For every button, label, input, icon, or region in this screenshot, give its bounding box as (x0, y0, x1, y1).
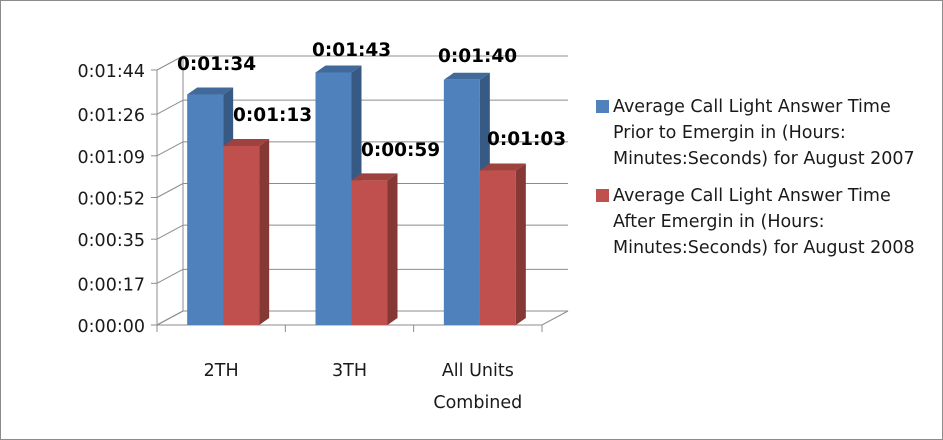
side-wall-gridline (156, 141, 184, 157)
y-tick-label: 0:00:00 (78, 317, 145, 337)
data-label: 0:01:13 (233, 105, 312, 126)
bar-front (479, 170, 516, 325)
y-tick-label: 0:01:09 (78, 148, 145, 168)
x-category-label-line: All Units (442, 361, 514, 381)
y-tick-label: 0:00:52 (78, 190, 145, 210)
bar-prior-2 (443, 72, 490, 325)
data-label: 0:01:03 (487, 129, 566, 150)
legend-entry-series-1: Average Call Light Answer Time Prior to … (596, 94, 936, 172)
x-category-label-line: 3TH (332, 361, 367, 381)
x-category-label: 2TH (204, 361, 239, 381)
bar-top (223, 139, 270, 147)
bar-front (223, 146, 260, 325)
y-tick-label: 0:00:35 (78, 231, 145, 251)
bar-front (351, 180, 388, 325)
side-wall-gridline (156, 268, 184, 284)
y-tick-label: 0:01:44 (78, 62, 145, 82)
bar-front (443, 79, 480, 325)
legend-label-series-1: Average Call Light Answer Time Prior to … (613, 97, 915, 169)
bar-side (259, 139, 270, 325)
x-category-label: All Units Combined (433, 361, 522, 413)
bar-after-1 (351, 173, 398, 325)
side-wall-gridline (156, 183, 184, 198)
y-tick-label: 0:01:26 (78, 106, 145, 126)
bar-top (315, 65, 362, 73)
bar-side (515, 163, 526, 325)
bar-top (479, 163, 526, 171)
legend-swatch-series-2 (596, 189, 609, 202)
data-label: 0:01:34 (177, 54, 256, 75)
x-category-label-line: 2TH (204, 361, 239, 381)
side-wall-gridline (156, 99, 184, 115)
data-label: 0:01:43 (312, 40, 391, 61)
legend-label-series-2: Average Call Light Answer Time After Eme… (613, 186, 915, 258)
legend-swatch-series-1 (596, 100, 609, 113)
bar-front (187, 94, 224, 326)
bar-after-0 (223, 139, 270, 325)
data-label: 0:00:59 (361, 140, 440, 161)
x-category-label: 3TH (332, 361, 367, 381)
data-label: 0:01:40 (438, 46, 517, 67)
bar-top (443, 72, 490, 80)
bar-front (315, 72, 352, 325)
bar-top (187, 87, 234, 95)
legend: Average Call Light Answer Time Prior to … (596, 94, 936, 272)
x-category-label-line: Combined (433, 393, 522, 413)
bar-top (351, 173, 398, 181)
bar-after-2 (479, 163, 526, 325)
side-wall-gridline (156, 224, 184, 240)
legend-entry-series-2: Average Call Light Answer Time After Eme… (596, 183, 936, 261)
bar-side (387, 173, 398, 325)
y-tick-label: 0:00:17 (78, 275, 145, 295)
side-wall-gridline (156, 55, 184, 71)
